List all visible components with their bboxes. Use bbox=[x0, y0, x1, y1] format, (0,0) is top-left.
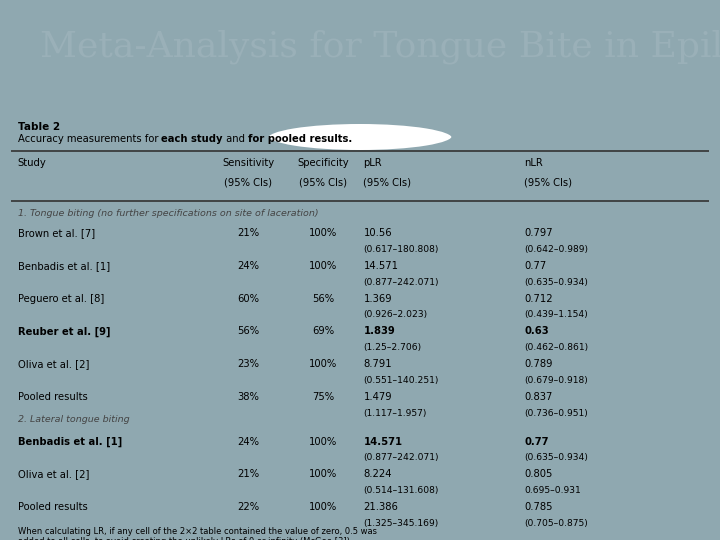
Text: 0.797: 0.797 bbox=[524, 228, 553, 238]
Text: 56%: 56% bbox=[312, 294, 334, 303]
Circle shape bbox=[266, 122, 454, 152]
Text: Table 2: Table 2 bbox=[18, 122, 60, 132]
Text: 100%: 100% bbox=[309, 261, 337, 271]
Text: 0.837: 0.837 bbox=[524, 392, 552, 402]
Text: 60%: 60% bbox=[238, 294, 259, 303]
Text: Benbadis et al. [1]: Benbadis et al. [1] bbox=[18, 436, 122, 447]
Text: (0.877–242.071): (0.877–242.071) bbox=[364, 454, 439, 462]
Text: 10.56: 10.56 bbox=[364, 228, 392, 238]
Text: 0.63: 0.63 bbox=[524, 326, 549, 336]
Text: 2. Lateral tongue biting: 2. Lateral tongue biting bbox=[18, 415, 130, 423]
Text: Sensitivity: Sensitivity bbox=[222, 158, 274, 168]
Text: 8.791: 8.791 bbox=[364, 359, 392, 369]
Text: Oliva et al. [2]: Oliva et al. [2] bbox=[18, 469, 89, 480]
Text: 69%: 69% bbox=[312, 326, 334, 336]
Text: Meta-Analysis for Tongue Bite in Epilepsy: Meta-Analysis for Tongue Bite in Epileps… bbox=[40, 29, 720, 64]
Text: (95% CIs): (95% CIs) bbox=[364, 177, 412, 187]
Text: 23%: 23% bbox=[238, 359, 259, 369]
Text: (95% CIs): (95% CIs) bbox=[299, 177, 347, 187]
Text: 100%: 100% bbox=[309, 359, 337, 369]
Text: (0.877–242.071): (0.877–242.071) bbox=[364, 278, 439, 287]
Text: (0.635–0.934): (0.635–0.934) bbox=[524, 454, 588, 462]
Text: (0.635–0.934): (0.635–0.934) bbox=[524, 278, 588, 287]
Text: (0.705–0.875): (0.705–0.875) bbox=[524, 519, 588, 528]
Text: (0.642–0.989): (0.642–0.989) bbox=[524, 245, 588, 254]
Text: 14.571: 14.571 bbox=[364, 261, 398, 271]
Text: (0.679–0.918): (0.679–0.918) bbox=[524, 376, 588, 385]
Text: 100%: 100% bbox=[309, 228, 337, 238]
Text: for pooled results.: for pooled results. bbox=[248, 134, 352, 144]
Text: (0.551–140.251): (0.551–140.251) bbox=[364, 376, 439, 385]
Text: (0.462–0.861): (0.462–0.861) bbox=[524, 343, 588, 352]
Text: Specificity: Specificity bbox=[297, 158, 348, 168]
Text: Benbadis et al. [1]: Benbadis et al. [1] bbox=[18, 261, 110, 271]
Text: Study: Study bbox=[18, 158, 47, 168]
Text: 0.805: 0.805 bbox=[524, 469, 552, 480]
Text: (0.439–1.154): (0.439–1.154) bbox=[524, 310, 588, 319]
Text: 1. Tongue biting (no further specifications on site of laceration): 1. Tongue biting (no further specificati… bbox=[18, 209, 318, 218]
Text: Accuracy measurements for: Accuracy measurements for bbox=[18, 134, 161, 144]
Text: 21%: 21% bbox=[237, 228, 259, 238]
Text: 38%: 38% bbox=[238, 392, 259, 402]
Text: Pooled results: Pooled results bbox=[18, 502, 88, 512]
Text: 22%: 22% bbox=[237, 502, 259, 512]
Text: 0.695–0.931: 0.695–0.931 bbox=[524, 486, 581, 495]
Text: 0.789: 0.789 bbox=[524, 359, 553, 369]
Text: 21.386: 21.386 bbox=[364, 502, 398, 512]
Text: (0.514–131.608): (0.514–131.608) bbox=[364, 486, 439, 495]
Text: 100%: 100% bbox=[309, 469, 337, 480]
Text: (1.25–2.706): (1.25–2.706) bbox=[364, 343, 422, 352]
Text: When calculating LR, if any cell of the 2×2 table contained the value of zero, 0: When calculating LR, if any cell of the … bbox=[18, 527, 377, 540]
Text: Oliva et al. [2]: Oliva et al. [2] bbox=[18, 359, 89, 369]
Text: (0.926–2.023): (0.926–2.023) bbox=[364, 310, 428, 319]
Text: Pooled results: Pooled results bbox=[18, 392, 88, 402]
Text: 8.224: 8.224 bbox=[364, 469, 392, 480]
Text: 21%: 21% bbox=[237, 469, 259, 480]
Text: 14.571: 14.571 bbox=[364, 436, 402, 447]
Text: each study: each study bbox=[161, 134, 223, 144]
Text: 0.712: 0.712 bbox=[524, 294, 553, 303]
Text: 24%: 24% bbox=[238, 261, 259, 271]
Text: (1.117–1.957): (1.117–1.957) bbox=[364, 409, 427, 417]
Text: 56%: 56% bbox=[237, 326, 259, 336]
Text: 100%: 100% bbox=[309, 502, 337, 512]
Text: 1.369: 1.369 bbox=[364, 294, 392, 303]
Text: 0.77: 0.77 bbox=[524, 436, 549, 447]
Text: Brown et al. [7]: Brown et al. [7] bbox=[18, 228, 95, 238]
Text: 1.839: 1.839 bbox=[364, 326, 395, 336]
Text: Reuber et al. [9]: Reuber et al. [9] bbox=[18, 326, 110, 336]
Text: (95% CIs): (95% CIs) bbox=[224, 177, 272, 187]
Text: 0.77: 0.77 bbox=[524, 261, 546, 271]
Text: 24%: 24% bbox=[238, 436, 259, 447]
Text: 0.785: 0.785 bbox=[524, 502, 553, 512]
Text: Peguero et al. [8]: Peguero et al. [8] bbox=[18, 294, 104, 303]
Text: (0.617–180.808): (0.617–180.808) bbox=[364, 245, 439, 254]
Text: 75%: 75% bbox=[312, 392, 334, 402]
Text: nLR: nLR bbox=[524, 158, 543, 168]
Text: (0.736–0.951): (0.736–0.951) bbox=[524, 409, 588, 417]
Text: 100%: 100% bbox=[309, 436, 337, 447]
Text: (95% CIs): (95% CIs) bbox=[524, 177, 572, 187]
Text: pLR: pLR bbox=[364, 158, 382, 168]
Text: (1.325–345.169): (1.325–345.169) bbox=[364, 519, 438, 528]
Text: and: and bbox=[223, 134, 248, 144]
Text: 1.479: 1.479 bbox=[364, 392, 392, 402]
